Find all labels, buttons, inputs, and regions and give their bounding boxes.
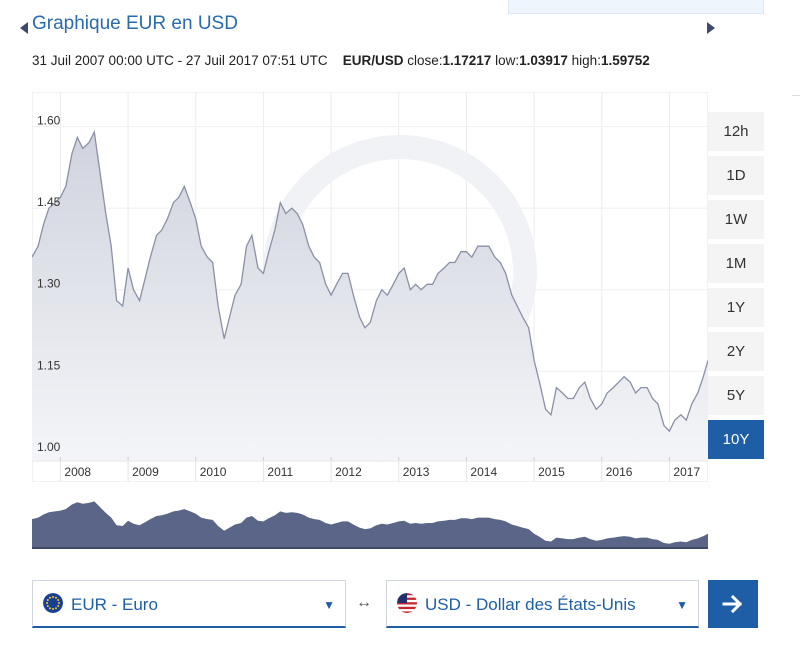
swap-currencies-icon[interactable]: ↔ (356, 594, 372, 611)
page-title: Graphique EUR en USD (32, 13, 238, 34)
x-tick-label: 2017 (673, 465, 700, 479)
price-line (32, 129, 708, 433)
y-tick-label: 1.45 (37, 195, 61, 209)
low-label: low: (495, 53, 520, 68)
price-chart[interactable]: 1.00 1.15 1.30 1.45 1.60 2008 2009 2010 2011 2012… (32, 92, 708, 482)
to-currency-label: USD - Dollar des États-Unis (425, 595, 636, 614)
high-value: 1.59752 (600, 53, 650, 68)
high-label: high: (571, 53, 601, 68)
chevron-down-icon: ▼ (323, 598, 335, 612)
range-button-5y[interactable]: 5Y (708, 376, 764, 415)
range-button-1w[interactable]: 1W (708, 200, 764, 239)
navigator-right-handle[interactable] (707, 22, 715, 34)
close-value: 1.17217 (442, 53, 492, 68)
side-divider (792, 95, 800, 96)
from-currency-select[interactable]: EUR - Euro ▼ (32, 580, 346, 628)
main-chart-area[interactable]: 1.00 1.15 1.30 1.45 1.60 2008 2009 2010 2011 2012… (32, 92, 708, 482)
range-button-1m[interactable]: 1M (708, 244, 764, 283)
x-tick-label: 2011 (267, 465, 293, 479)
range-navigator[interactable] (32, 492, 708, 550)
low-value: 1.03917 (519, 53, 568, 68)
y-tick-label: 1.30 (37, 277, 61, 291)
range-button-1y[interactable]: 1Y (708, 288, 764, 327)
x-tick-label: 2009 (132, 465, 159, 479)
x-tick-label: 2008 (64, 465, 91, 479)
eu-flag-icon (43, 593, 63, 613)
y-tick-label: 1.15 (37, 358, 61, 372)
x-axis-strip (32, 460, 708, 482)
x-tick-label: 2014 (470, 465, 497, 479)
range-button-12h[interactable]: 12h (708, 112, 764, 151)
pair-label: EUR/USD (342, 53, 404, 68)
convert-go-button[interactable] (708, 580, 758, 628)
navigator-area (32, 501, 708, 548)
x-tick-label: 2013 (403, 465, 430, 479)
range-selector: 12h 1D 1W 1M 1Y 2Y 5Y 10Y (708, 112, 764, 464)
y-tick-label: 1.00 (37, 440, 61, 454)
date-range: 31 Juil 2007 00:00 UTC - 27 Juil 2017 07… (32, 53, 328, 68)
x-tick-label: 2012 (335, 465, 362, 479)
x-tick-label: 2010 (200, 465, 227, 479)
range-button-2y[interactable]: 2Y (708, 332, 764, 371)
range-button-1d[interactable]: 1D (708, 156, 764, 195)
to-currency-select[interactable]: USD - Dollar des États-Unis ▼ (386, 580, 699, 628)
navigator-chart[interactable] (32, 492, 708, 550)
x-tick-label: 2015 (538, 465, 565, 479)
from-currency-label: EUR - Euro (71, 595, 158, 614)
range-button-10y[interactable]: 10Y (708, 420, 764, 459)
top-panel-edge (508, 0, 764, 14)
arrow-right-icon (722, 594, 743, 614)
navigator-left-handle[interactable] (20, 22, 28, 34)
chart-info-line: 31 Juil 2007 00:00 UTC - 27 Juil 2017 07… (32, 53, 650, 68)
price-area (32, 132, 708, 461)
x-tick-label: 2016 (606, 465, 633, 479)
chevron-down-icon: ▼ (676, 598, 688, 612)
y-tick-label: 1.60 (37, 114, 61, 128)
us-flag-icon (397, 593, 417, 613)
close-label: close: (407, 53, 443, 68)
